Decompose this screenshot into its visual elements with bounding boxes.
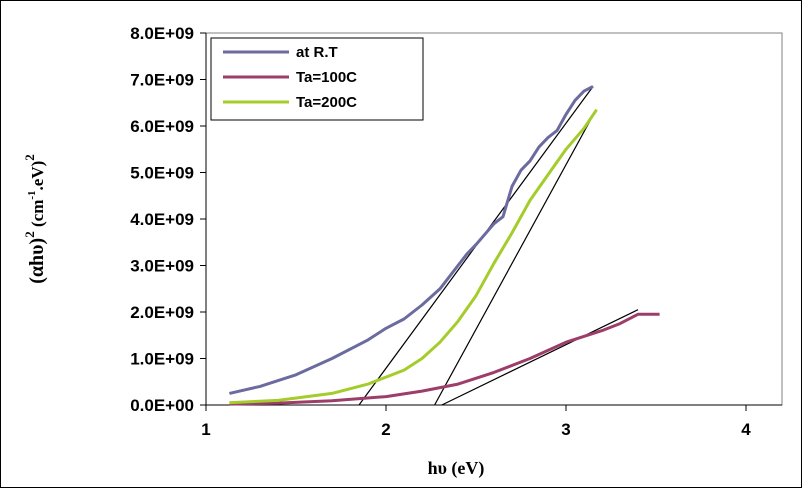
y-axis-label-unit-tail: .eV)	[28, 161, 47, 191]
y-axis-label: (αhυ)2 (cm-1.eV)2	[22, 154, 48, 284]
series-line	[229, 108, 598, 405]
fit-line	[434, 111, 596, 406]
x-tick-label: 4	[741, 420, 751, 439]
y-axis-label-exp-2: 2	[22, 154, 37, 161]
y-tick-label: 8.0E+09	[130, 24, 194, 43]
x-tick-label: 2	[381, 420, 390, 439]
svg-text:(αhυ)2 (cm-1.eV)2: (αhυ)2 (cm-1.eV)2	[22, 154, 48, 284]
series-line	[229, 85, 594, 395]
x-tick-label: 1	[201, 420, 210, 439]
fit-line	[441, 309, 639, 406]
axes: 0.0E+00 1.0E+09 2.0E+09 3.0E+09 4.0E+09 5.0E+…	[130, 24, 782, 439]
x-tick-label: 3	[561, 420, 570, 439]
series-group	[229, 85, 660, 406]
y-tick-label: 6.0E+09	[130, 117, 194, 136]
y-axis-label-unit: (cm	[28, 200, 47, 227]
series-line	[229, 312, 660, 406]
y-axis-label-main: (αhυ)	[26, 238, 48, 284]
x-axis-label: hυ (eV)	[428, 458, 485, 479]
y-tick-label: 1.0E+09	[130, 350, 194, 369]
y-tick-label: 3.0E+09	[130, 257, 194, 276]
y-axis-label-exp: 2	[22, 231, 37, 238]
y-axis-label-unit-exp: -1	[26, 190, 38, 199]
y-tick-label: 5.0E+09	[130, 164, 194, 183]
y-tick-label: 2.0E+09	[130, 303, 194, 322]
y-tick-label: 0.0E+00	[130, 396, 194, 415]
y-tick-label: 4.0E+09	[130, 210, 194, 229]
legend: at R.T Ta=100C Ta=200C	[210, 37, 424, 121]
y-tick-label: 7.0E+09	[130, 71, 194, 90]
legend-label: Ta=100C	[296, 69, 357, 86]
legend-label: at R.T	[296, 44, 338, 61]
legend-label: Ta=200C	[296, 94, 357, 111]
